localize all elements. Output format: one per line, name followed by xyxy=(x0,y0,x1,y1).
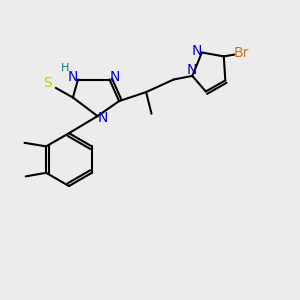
Text: S: S xyxy=(44,76,52,90)
Text: N: N xyxy=(187,63,197,77)
Text: N: N xyxy=(110,70,120,84)
Text: N: N xyxy=(68,70,78,84)
Text: N: N xyxy=(98,111,108,124)
Text: Br: Br xyxy=(233,46,249,60)
Text: N: N xyxy=(191,44,202,58)
Text: H: H xyxy=(61,63,70,73)
